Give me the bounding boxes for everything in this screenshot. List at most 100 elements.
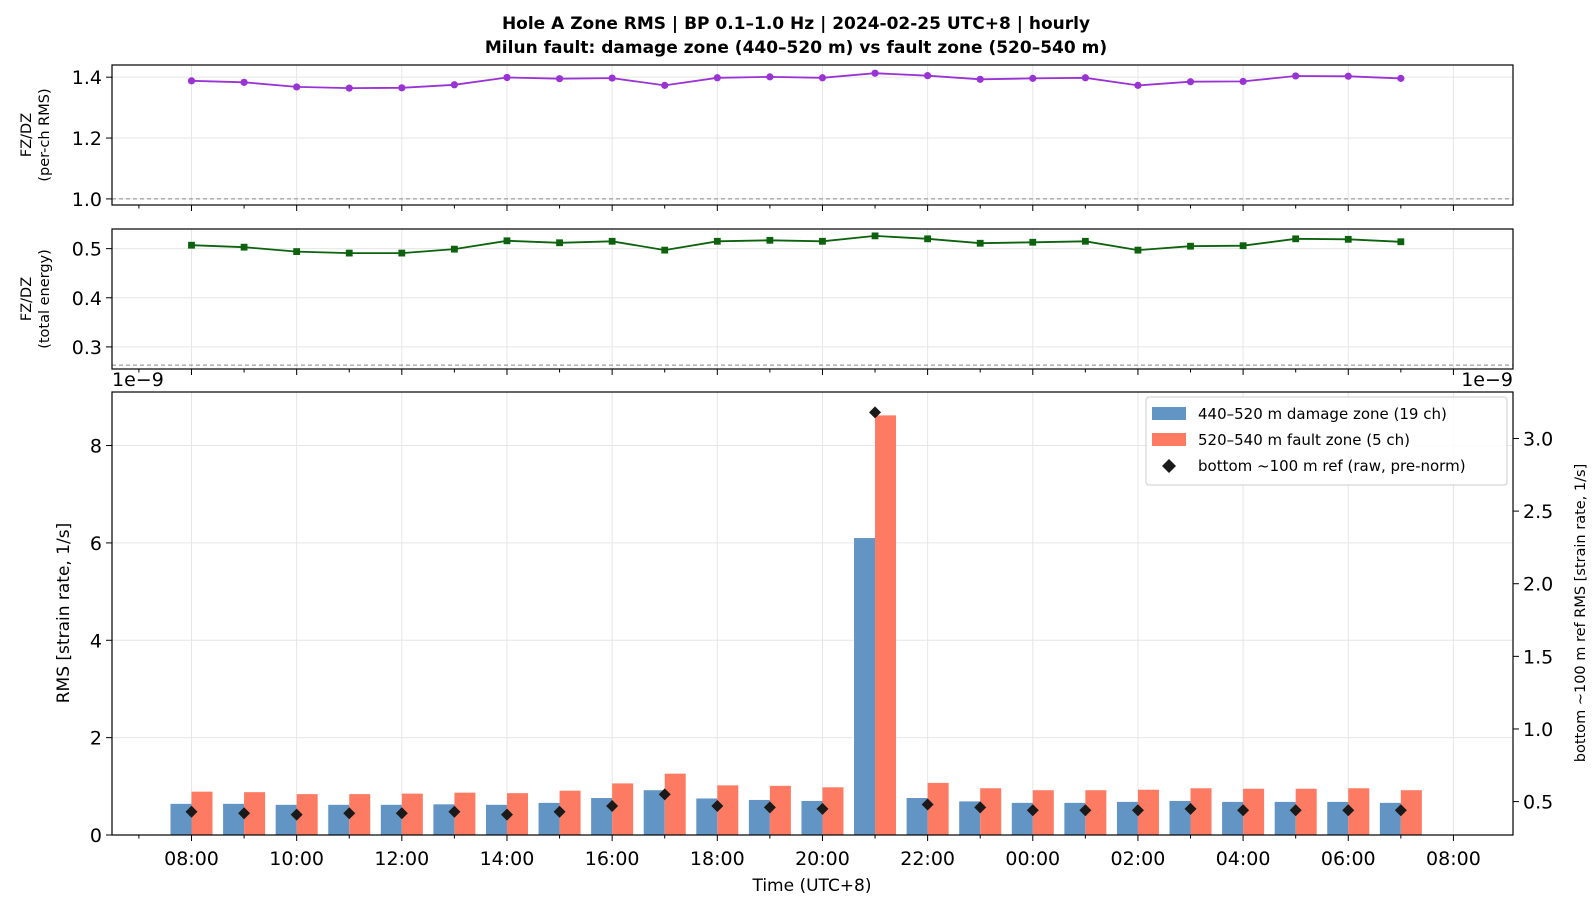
y-tick-label-rms-4: 8 <box>90 436 102 458</box>
reference-marker <box>500 808 513 821</box>
damage-zone-bar <box>854 538 876 835</box>
reference-marker <box>658 788 671 801</box>
x-tick-label-0: 08:00 <box>164 848 219 870</box>
zone-rms-ylabel: RMS [strain rate, 1/s] <box>54 523 74 704</box>
rms-ratio-point <box>1186 78 1195 86</box>
legend: 440–520 m damage zone (19 ch) 520–540 m … <box>1145 396 1508 486</box>
reference-marker <box>343 807 356 820</box>
energy-ratio-frame <box>111 228 1514 370</box>
x-tick-label-7: 22:00 <box>900 848 955 870</box>
energy-ratio-point <box>1397 238 1405 246</box>
y-tick-label-rms-0: 0 <box>90 825 102 847</box>
rms-ratio-point <box>450 81 458 89</box>
x-tick-label-5: 18:00 <box>690 848 745 870</box>
fault-zone-bar <box>191 791 213 835</box>
damage-zone-bar <box>696 798 718 835</box>
zone-rms-ylabel-right: bottom ~100 m ref RMS [strain rate, 1/s] <box>1573 464 1589 762</box>
reference-marker <box>1131 804 1144 817</box>
y-tick-right-label-ref-4: 2.5 <box>1523 501 1553 523</box>
fault-zone-bar <box>244 792 266 835</box>
rms-ratio-point <box>871 69 879 77</box>
x-tick-label-11: 06:00 <box>1321 848 1376 870</box>
fault-zone-bar <box>1137 789 1159 835</box>
reference-marker <box>553 805 566 818</box>
zone-rms-frame <box>111 391 1514 836</box>
rms-ratio-point <box>766 73 774 81</box>
energy-ratio-point <box>345 249 353 257</box>
fault-zone-bar <box>454 792 476 835</box>
energy-ratio-point <box>293 248 301 255</box>
damage-zone-bar <box>275 804 297 835</box>
x-tick-label-9: 02:00 <box>1111 848 1166 870</box>
y-tick-label-energy-2: 0.5 <box>72 239 102 261</box>
rms-ratio-point <box>293 83 301 91</box>
rms-ratio-ticks: 1.0 1.2 1.4 <box>72 67 1454 211</box>
y-tick-right-label-ref-5: 3.0 <box>1523 428 1553 450</box>
y-tick-label-rms-1: 2 <box>90 728 102 750</box>
fault-zone-bar <box>1243 788 1265 835</box>
zone-rms-panel: 0 2 4 6 8 0.5 1.0 1.5 2.0 2.5 3.0 08:00 10:00 12:00 14… <box>54 391 1589 896</box>
damage-zone-bar <box>380 804 402 835</box>
energy-ratio-point <box>1292 235 1300 243</box>
fault-zone-bar <box>717 785 739 835</box>
rms-ratio-point <box>555 75 564 83</box>
energy-ratio-point <box>556 239 563 247</box>
damage-zone-bar <box>1222 801 1244 835</box>
fault-zone-bar <box>1295 788 1317 835</box>
rms-ratio-ylabel-line-1: FZ/DZ <box>19 113 35 157</box>
energy-ratio-panel: 0.3 0.4 0.5 FZ/DZ (total energy) 1e−9 1e−9 <box>19 228 1514 391</box>
x-tick-label-4: 16:00 <box>585 848 640 870</box>
energy-ratio-point <box>503 237 511 245</box>
fault-zone-bar <box>1085 790 1107 835</box>
y-tick-right-label-ref-1: 1.0 <box>1523 719 1553 741</box>
damage-zone-bar <box>170 803 192 835</box>
figure-title-line-1: Hole A Zone RMS | BP 0.1–1.0 Hz | 2024-0… <box>502 14 1090 34</box>
y-tick-label-energy-1: 0.4 <box>72 288 102 310</box>
fault-zone-bar <box>822 787 844 835</box>
reference-marker <box>869 406 882 419</box>
energy-ratio-point <box>924 235 932 243</box>
rms-ratio-panel: 1.0 1.2 1.4 FZ/DZ (per-ch RMS) <box>19 64 1514 211</box>
x-tick-label-10: 04:00 <box>1216 848 1271 870</box>
energy-ratio-point <box>1081 237 1089 245</box>
fault-zone-bar <box>296 794 318 835</box>
fault-zone-bar <box>349 794 371 835</box>
fault-zone-bar <box>559 790 581 835</box>
energy-ratio-point <box>188 241 195 249</box>
fault-zone-bar <box>769 785 791 835</box>
rms-ratio-point <box>1239 77 1247 86</box>
reference-marker <box>816 802 829 815</box>
rms-ratio-point <box>1397 74 1405 82</box>
rms-ratio-point <box>924 72 932 80</box>
fault-zone-bar <box>1190 788 1212 835</box>
energy-ratio-grid <box>112 229 1513 369</box>
rms-ratio-point <box>818 74 827 82</box>
energy-ratio-point <box>608 237 616 245</box>
rms-ratio-point <box>1029 74 1037 82</box>
damage-zone-bar <box>1274 801 1296 835</box>
reference-marker <box>1237 804 1250 817</box>
reference-marker <box>395 807 408 820</box>
damage-zone-bar <box>223 803 245 835</box>
legend-label-ref: bottom ~100 m ref (raw, pre-norm) <box>1198 457 1466 475</box>
reference-marker <box>290 808 303 821</box>
fault-zone-bar <box>875 415 897 835</box>
rms-ratio-point <box>713 74 721 82</box>
y-tick-label-rms-2: 4 <box>90 630 102 652</box>
energy-ratio-point <box>819 237 826 245</box>
zone-rms-ticks: 0 2 4 6 8 0.5 1.0 1.5 2.0 2.5 3.0 08:00 10:00 12:00 14… <box>90 428 1553 870</box>
x-tick-label-2: 12:00 <box>374 848 429 870</box>
zone-rms-xlabel: Time (UTC+8) <box>751 876 871 896</box>
damage-zone-bar <box>1116 801 1138 835</box>
legend-label-damage: 440–520 m damage zone (19 ch) <box>1198 405 1447 423</box>
energy-ratio-point <box>240 243 248 251</box>
damage-zone-bar <box>748 799 770 835</box>
energy-ratio-point <box>766 236 774 244</box>
rms-ratio-point <box>1292 72 1300 80</box>
energy-ratio-point <box>976 239 984 247</box>
x-tick-label-12: 08:00 <box>1426 848 1481 870</box>
energy-ratio-point <box>1344 235 1352 243</box>
rms-ratio-point <box>976 75 984 83</box>
rms-ratio-point <box>187 77 196 85</box>
